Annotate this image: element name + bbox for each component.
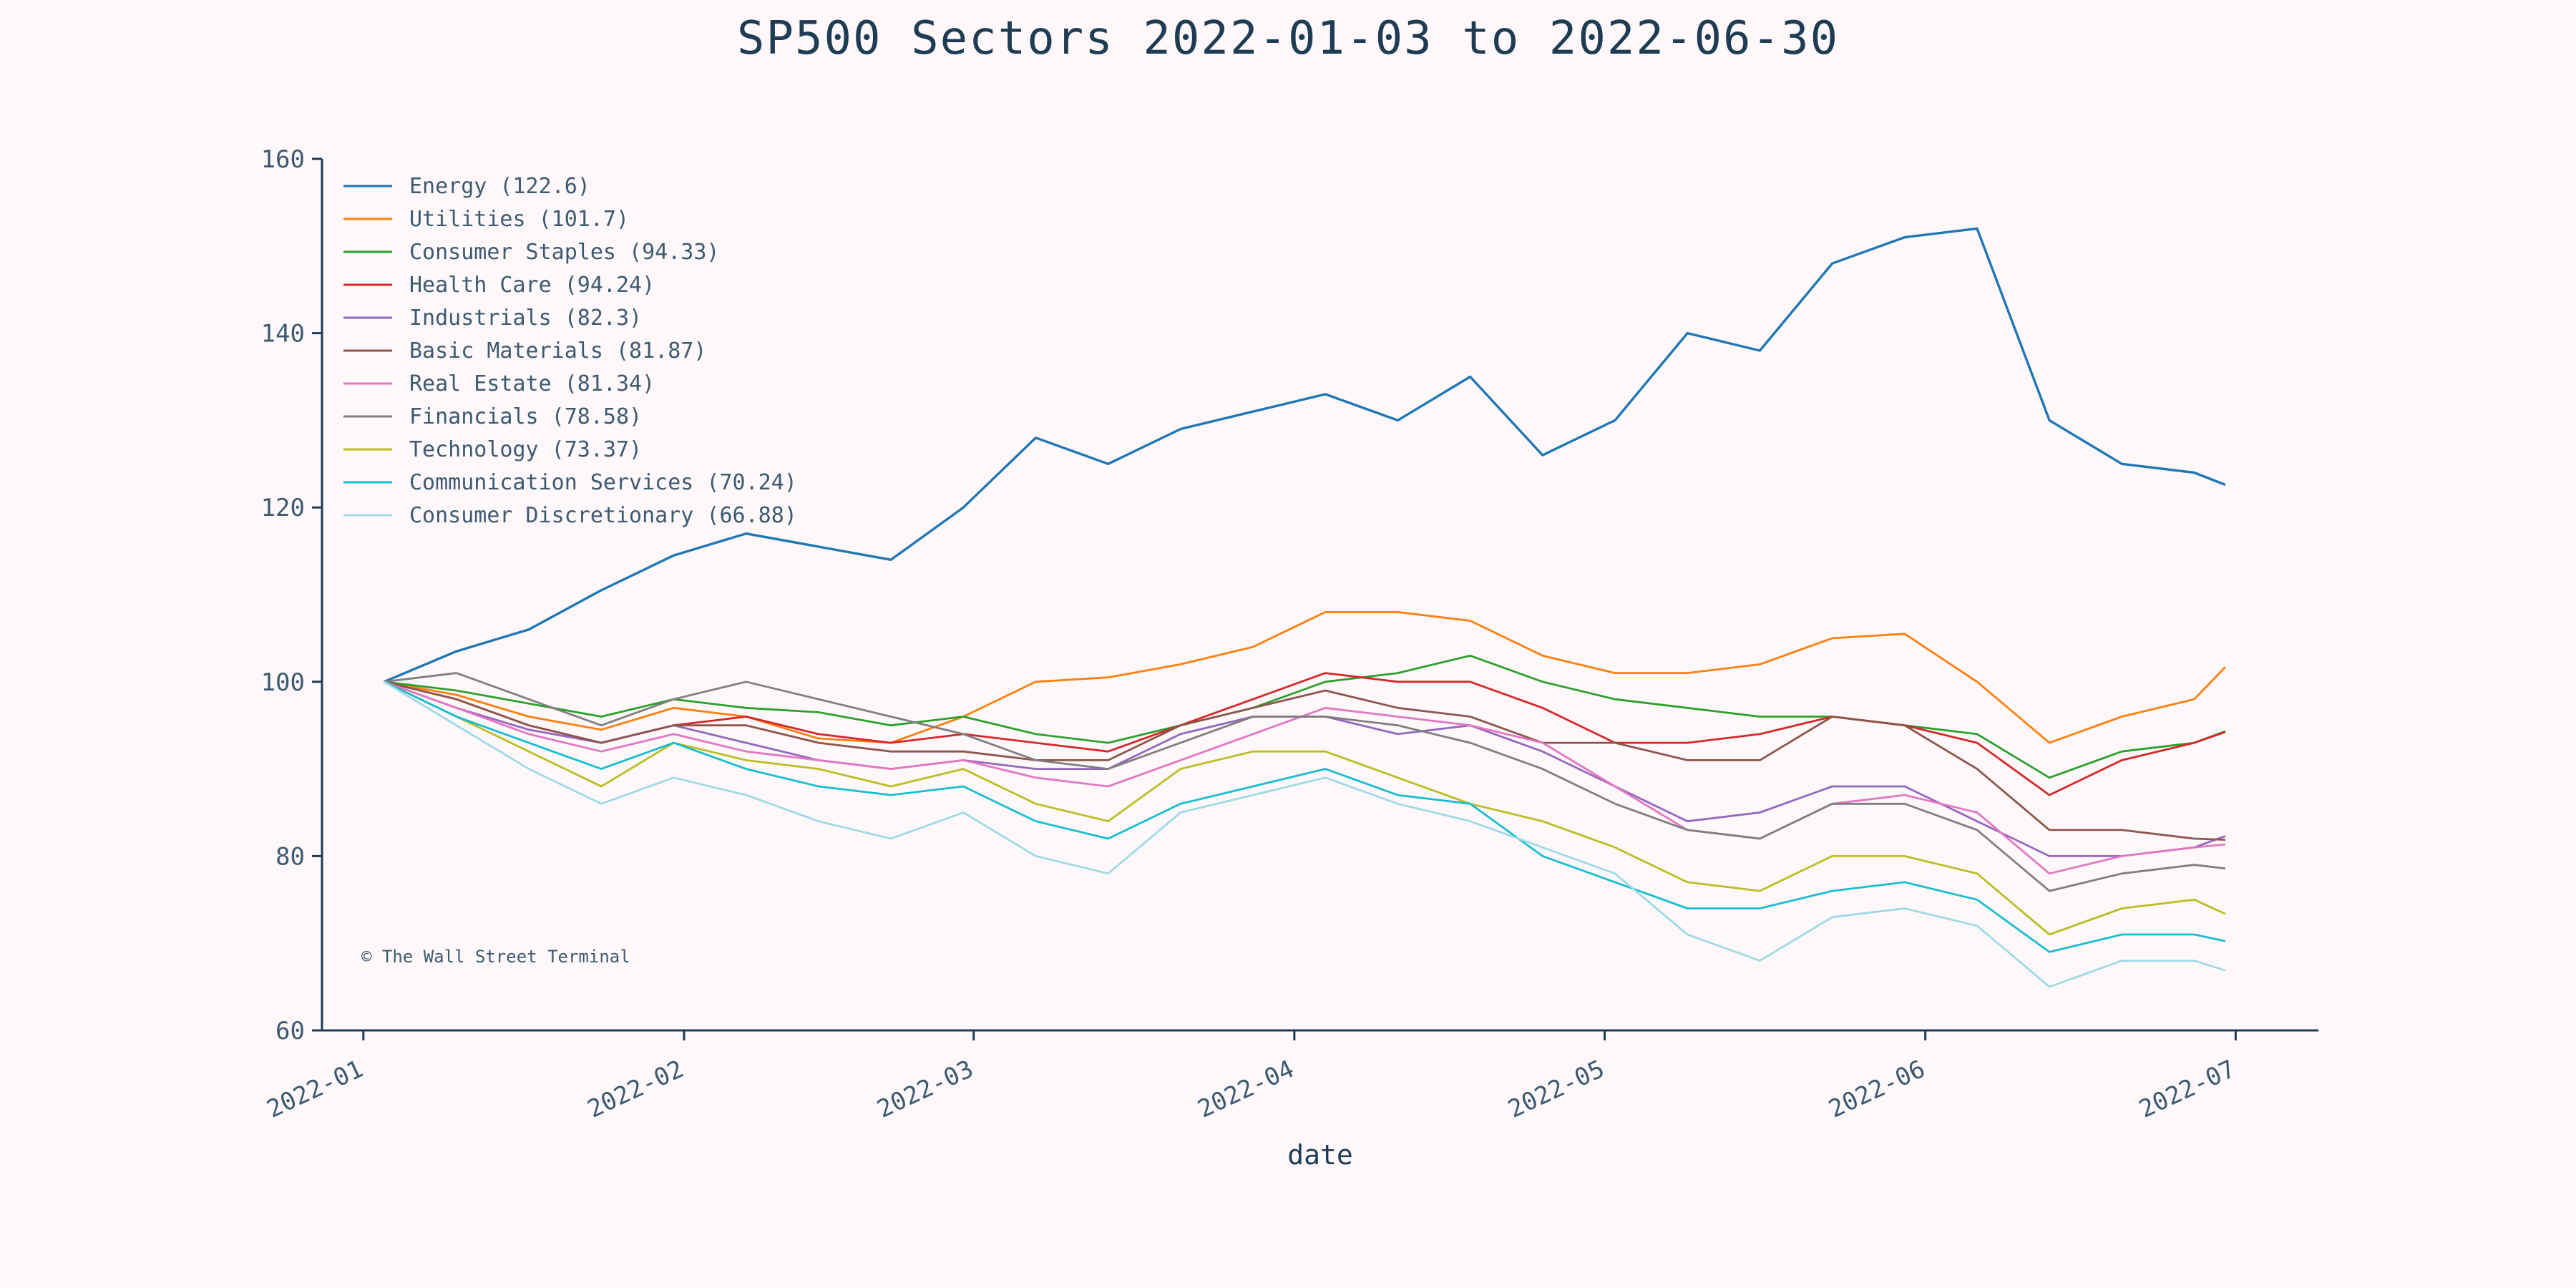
y-tick-label: 60 — [275, 1017, 305, 1045]
series-line-communication-services — [384, 680, 2226, 953]
legend-label-real-estate: Real Estate (81.34) — [409, 371, 655, 396]
x-axis-ticks: 2022-01 2022-02 2022-03 2022-04 2022-05 2022-… — [263, 1030, 2240, 1124]
series-line-consumer-staples — [384, 654, 2226, 779]
legend-label-financials: Financials (78.58) — [409, 404, 642, 429]
x-tick-label: 2022-02 — [583, 1055, 688, 1124]
legend-label-consumer-discretionary: Consumer Discretionary (66.88) — [409, 503, 797, 528]
y-axis-ticks: 60 80 100 120 140 160 — [261, 145, 322, 1045]
series-line-technology — [384, 680, 2226, 936]
legend-label-basic-materials: Basic Materials (81.87) — [409, 338, 706, 364]
legend-label-industrials: Industrials (82.3) — [409, 306, 642, 331]
y-tick-label: 160 — [261, 145, 305, 174]
series-line-real-estate — [384, 680, 2226, 875]
series-line-consumer-discretionary — [383, 680, 2226, 988]
axes — [321, 159, 2318, 1032]
legend-label-energy: Energy (122.6) — [409, 174, 590, 199]
x-axis-label: date — [1287, 1139, 1353, 1171]
legend-label-technology: Technology (73.37) — [409, 437, 642, 462]
series-line-industrials — [384, 680, 2226, 857]
x-tick-label: 2022-05 — [1504, 1055, 1609, 1124]
y-tick-label: 140 — [261, 320, 305, 348]
y-tick-label: 120 — [261, 494, 305, 522]
x-tick-label: 2022-01 — [263, 1055, 368, 1124]
legend: Energy (122.6) Utilities (101.7) Consumer … — [343, 174, 797, 528]
legend-label-utilities: Utilities (101.7) — [409, 207, 629, 232]
x-tick-label: 2022-07 — [2135, 1055, 2240, 1124]
x-tick-label: 2022-04 — [1194, 1055, 1299, 1124]
series-line-health-care — [384, 672, 2226, 796]
series-line-basic-materials — [384, 680, 2225, 841]
legend-label-consumer-staples: Consumer Staples (94.33) — [409, 240, 719, 265]
legend-label-communication-services: Communication Services (70.24) — [409, 470, 797, 495]
series-line-financials — [384, 672, 2226, 892]
series-line-utilities — [384, 611, 2226, 744]
y-tick-label: 100 — [261, 668, 305, 697]
x-tick-label: 2022-03 — [873, 1055, 978, 1124]
series-lines — [383, 227, 2226, 988]
x-tick-label: 2022-06 — [1825, 1055, 1930, 1124]
legend-label-health-care: Health Care (94.24) — [409, 273, 655, 298]
watermark: © The Wall Street Terminal — [361, 947, 630, 967]
y-tick-label: 80 — [275, 842, 305, 871]
chart-title: SP500 Sectors 2022-01-03 to 2022-06-30 — [737, 12, 1839, 65]
series-line-energy — [384, 227, 2226, 683]
